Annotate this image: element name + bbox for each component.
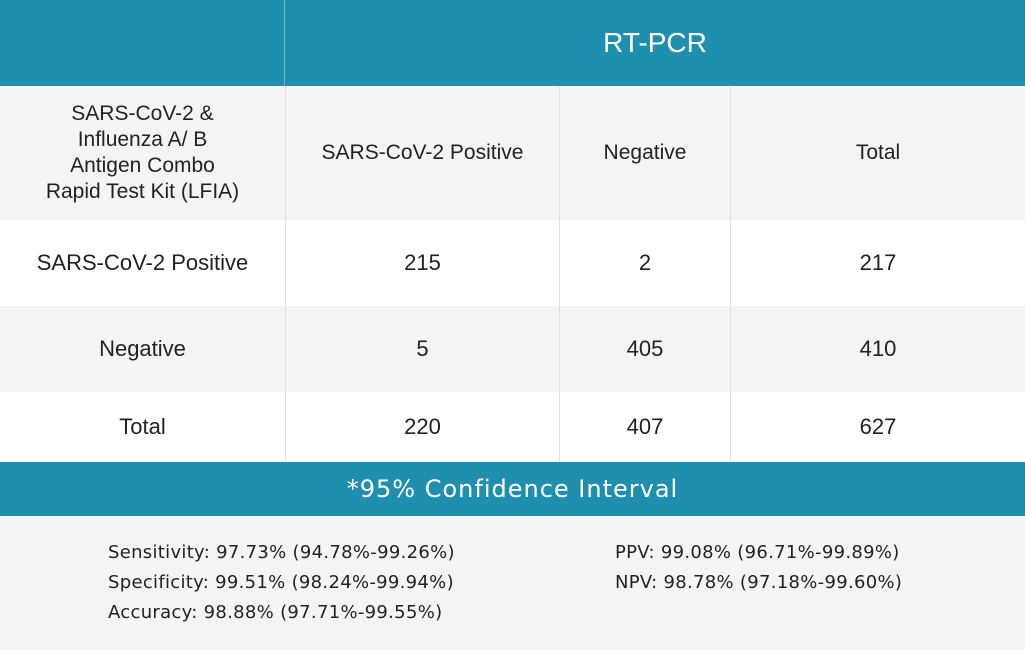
kit-label: SARS-CoV-2 & Influenza A/ B Antigen Comb… — [0, 86, 285, 220]
table-row: SARS-CoV-2 Positive 215 2 217 — [0, 220, 1025, 306]
row-label: SARS-CoV-2 Positive — [36, 250, 249, 275]
row-label: Negative — [99, 336, 186, 361]
npv-stat: NPV: 98.78% (97.18%-99.60%) — [615, 572, 903, 593]
table-cell: 407 — [559, 392, 730, 462]
table-cell: 215 — [285, 220, 559, 306]
header-empty-cell — [0, 0, 285, 86]
ppv-stat: PPV: 99.08% (96.71%-99.89%) — [615, 542, 900, 563]
table-cell: 2 — [559, 220, 730, 306]
specificity-stat: Specificity: 99.51% (98.24%-99.94%) — [108, 572, 454, 593]
column-header-total: Total — [730, 86, 1025, 220]
kit-label-line: SARS-CoV-2 & — [71, 102, 214, 125]
table-row: Negative 5 405 410 — [0, 306, 1025, 392]
statistics-panel: Sensitivity: 97.73% (94.78%-99.26%) Spec… — [0, 516, 1025, 650]
header-title: RT-PCR — [603, 27, 707, 58]
table-cell: 217 — [730, 220, 1025, 306]
row-label: Total — [119, 414, 166, 439]
table-row: Total 220 407 627 — [0, 392, 1025, 462]
kit-label-line: Rapid Test Kit (LFIA) — [45, 180, 240, 203]
column-header-row: SARS-CoV-2 & Influenza A/ B Antigen Comb… — [0, 86, 1025, 220]
table-cell: 410 — [730, 306, 1025, 392]
accuracy-stat: Accuracy: 98.88% (97.71%-99.55%) — [108, 602, 443, 623]
table-cell: 5 — [285, 306, 559, 392]
kit-label-line: Influenza A/ B — [77, 128, 208, 151]
table-header: RT-PCR — [0, 0, 1025, 86]
table-cell: 220 — [285, 392, 559, 462]
table-cell: 627 — [730, 392, 1025, 462]
sensitivity-stat: Sensitivity: 97.73% (94.78%-99.26%) — [108, 542, 455, 563]
column-header-negative: Negative — [559, 86, 730, 220]
confidence-interval-title: *95% Confidence Interval — [0, 462, 1025, 516]
column-header-positive: SARS-CoV-2 Positive — [285, 86, 559, 220]
kit-label-line: Antigen Combo — [70, 154, 215, 177]
table-cell: 405 — [559, 306, 730, 392]
